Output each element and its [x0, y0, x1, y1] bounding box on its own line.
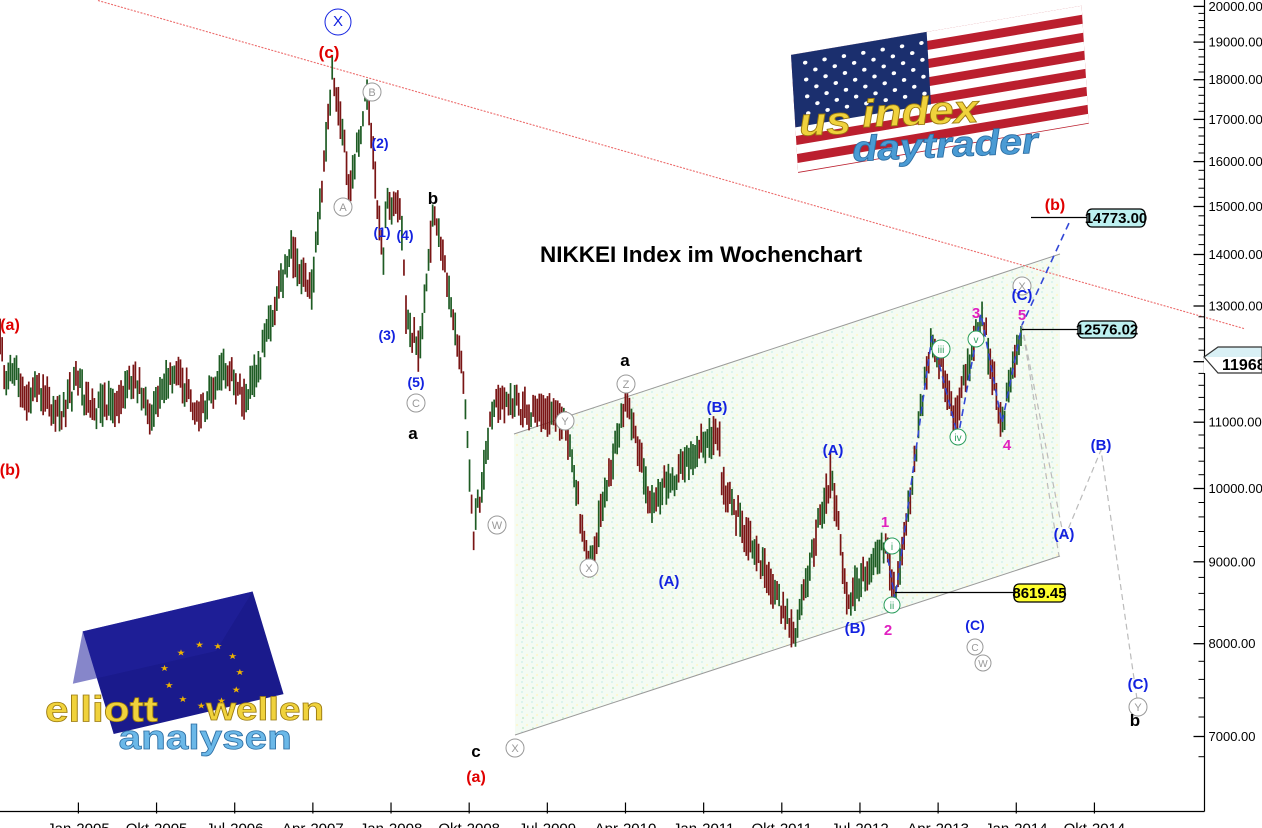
- svg-text:★: ★: [235, 667, 244, 676]
- svg-text:10000.00: 10000.00: [1209, 481, 1262, 496]
- svg-text:Jul-2009: Jul-2009: [519, 821, 577, 828]
- svg-text:13000.00: 13000.00: [1209, 299, 1262, 314]
- svg-text:2: 2: [884, 622, 892, 639]
- svg-text:3: 3: [972, 305, 980, 322]
- svg-text:15000.00: 15000.00: [1209, 199, 1262, 214]
- svg-text:(a): (a): [466, 769, 486, 786]
- svg-text:iv: iv: [954, 433, 961, 444]
- svg-text:★: ★: [160, 664, 169, 673]
- svg-text:(A): (A): [823, 442, 844, 459]
- svg-text:us: us: [798, 98, 853, 144]
- svg-text:9000.00: 9000.00: [1209, 554, 1256, 569]
- svg-text:A: A: [339, 202, 347, 214]
- svg-text:(C): (C): [1128, 676, 1149, 693]
- svg-text:Jan-2005: Jan-2005: [47, 821, 110, 828]
- svg-text:18000.00: 18000.00: [1209, 72, 1262, 87]
- svg-text:(3): (3): [378, 327, 395, 343]
- svg-text:(C): (C): [1012, 287, 1033, 304]
- svg-text:a: a: [408, 424, 418, 443]
- svg-text:b: b: [1130, 711, 1140, 730]
- svg-text:C: C: [412, 398, 420, 410]
- svg-text:Jul-2006: Jul-2006: [206, 821, 264, 828]
- svg-text:★: ★: [213, 642, 222, 651]
- svg-text:8000.00: 8000.00: [1209, 636, 1256, 651]
- svg-text:Z: Z: [623, 379, 630, 391]
- svg-text:X: X: [511, 743, 519, 755]
- svg-text:11000.00: 11000.00: [1209, 415, 1262, 430]
- svg-text:W: W: [978, 659, 988, 670]
- svg-text:17000.00: 17000.00: [1209, 112, 1262, 127]
- svg-text:C: C: [971, 643, 978, 654]
- svg-text:1: 1: [881, 514, 889, 531]
- svg-text:B: B: [368, 87, 375, 99]
- svg-text:Apr-2013: Apr-2013: [907, 821, 969, 828]
- svg-text:NIKKEI Index im Wochenchart: NIKKEI Index im Wochenchart: [540, 242, 863, 267]
- svg-text:c: c: [471, 742, 480, 761]
- svg-text:7000.00: 7000.00: [1209, 729, 1256, 744]
- svg-text:20000.00: 20000.00: [1209, 0, 1262, 14]
- svg-text:(b): (b): [0, 462, 20, 479]
- svg-text:4: 4: [1003, 437, 1012, 454]
- svg-text:(A): (A): [1054, 526, 1075, 543]
- svg-text:Okt-2011: Okt-2011: [752, 821, 813, 828]
- svg-text:Jul-2012: Jul-2012: [831, 821, 889, 828]
- svg-text:Y: Y: [561, 416, 569, 428]
- svg-text:8619.45: 8619.45: [1012, 585, 1066, 602]
- svg-text:5: 5: [1018, 307, 1026, 324]
- svg-text:★: ★: [165, 681, 174, 690]
- svg-text:analysen: analysen: [119, 718, 292, 756]
- svg-text:(a): (a): [0, 317, 20, 334]
- svg-text:daytrader: daytrader: [851, 121, 1041, 170]
- svg-text:b: b: [428, 189, 438, 208]
- svg-text:i: i: [891, 542, 893, 553]
- svg-text:★: ★: [195, 640, 204, 649]
- svg-text:v: v: [974, 335, 979, 346]
- svg-text:★: ★: [228, 652, 237, 661]
- svg-text:12576.02: 12576.02: [1076, 322, 1139, 339]
- svg-text:★: ★: [178, 695, 187, 704]
- svg-text:(b): (b): [1045, 197, 1065, 214]
- svg-text:14773.00: 14773.00: [1085, 210, 1148, 227]
- svg-text:ii: ii: [890, 601, 894, 612]
- svg-text:11968.08: 11968.08: [1222, 357, 1262, 374]
- svg-text:Apr-2007: Apr-2007: [282, 821, 344, 828]
- svg-text:(4): (4): [396, 227, 413, 243]
- svg-text:Okt-2008: Okt-2008: [438, 821, 500, 828]
- svg-text:(1): (1): [373, 224, 390, 240]
- svg-text:(c): (c): [319, 43, 340, 62]
- svg-text:(2): (2): [371, 135, 388, 151]
- svg-text:(C): (C): [965, 617, 984, 633]
- svg-text:Jan-2014: Jan-2014: [985, 821, 1048, 828]
- svg-text:(5): (5): [407, 374, 424, 390]
- svg-text:14000.00: 14000.00: [1209, 247, 1262, 262]
- svg-text:W: W: [492, 520, 503, 532]
- svg-text:iii: iii: [938, 345, 945, 356]
- svg-text:★: ★: [197, 701, 206, 710]
- svg-text:(B): (B): [1091, 437, 1112, 454]
- svg-text:Okt-2005: Okt-2005: [126, 821, 188, 828]
- svg-text:19000.00: 19000.00: [1209, 35, 1262, 50]
- svg-text:Okt-2014: Okt-2014: [1064, 821, 1126, 828]
- svg-text:Apr-2010: Apr-2010: [595, 821, 657, 828]
- svg-text:(B): (B): [707, 399, 728, 416]
- svg-text:Jan-2008: Jan-2008: [360, 821, 423, 828]
- svg-text:Jan-2011: Jan-2011: [673, 821, 734, 828]
- svg-text:(B): (B): [845, 620, 866, 637]
- svg-text:X: X: [333, 13, 343, 30]
- svg-text:X: X: [585, 563, 593, 575]
- svg-text:★: ★: [177, 648, 186, 657]
- svg-text:(A): (A): [659, 573, 680, 590]
- svg-text:a: a: [620, 351, 630, 370]
- svg-text:16000.00: 16000.00: [1209, 154, 1262, 169]
